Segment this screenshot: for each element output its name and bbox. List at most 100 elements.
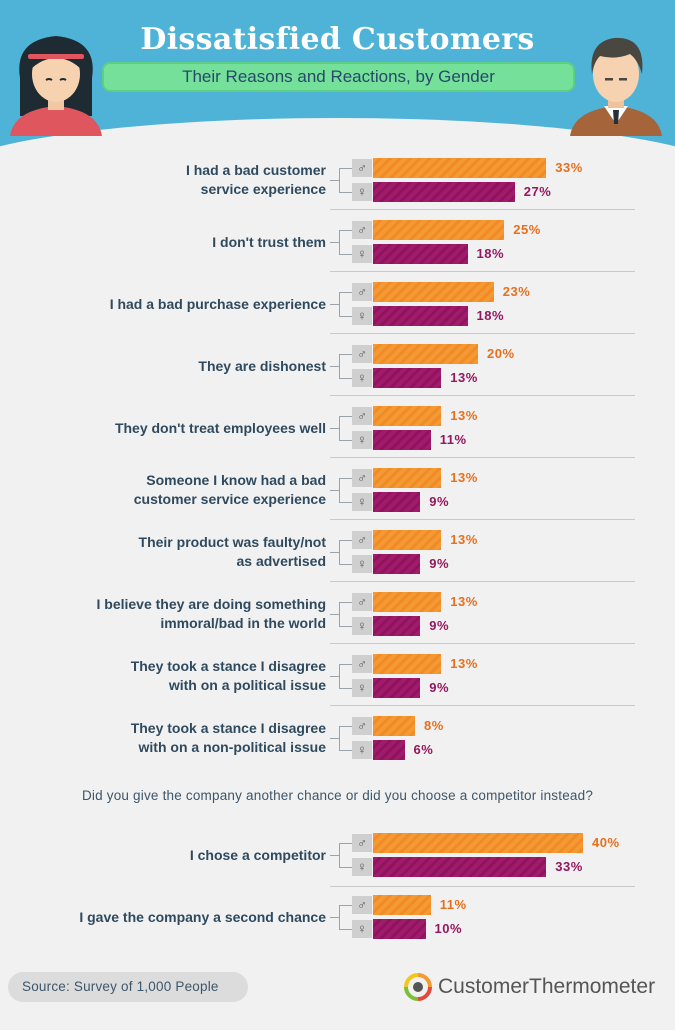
male-value-label: 13% bbox=[450, 470, 478, 485]
female-icon: ♀ bbox=[352, 858, 372, 876]
subtitle-pill: Their Reasons and Reactions, by Gender bbox=[102, 62, 575, 92]
bracket-arm bbox=[339, 843, 352, 844]
row-label: They are dishonest bbox=[20, 357, 326, 376]
bracket-arm bbox=[339, 750, 352, 751]
row-label-line: immoral/bad in the world bbox=[160, 615, 326, 631]
page-title: Dissatisfied Customers bbox=[140, 22, 535, 57]
male-value-label: 13% bbox=[450, 656, 478, 671]
male-bar bbox=[373, 592, 442, 612]
female-icon: ♀ bbox=[352, 741, 372, 759]
male-value-label: 8% bbox=[424, 718, 444, 733]
row-label-line: I had a bad customer bbox=[185, 162, 326, 178]
brand-name-part1: Customer bbox=[438, 975, 530, 998]
bracket-line bbox=[339, 354, 340, 378]
row-label-line: customer service experience bbox=[133, 491, 326, 507]
male-value-label: 23% bbox=[502, 284, 531, 299]
female-value-label: 11% bbox=[439, 432, 467, 447]
male-icon: ♂ bbox=[352, 345, 372, 363]
row-label-line: They took a stance I disagree bbox=[130, 658, 326, 674]
bracket-arm bbox=[339, 905, 352, 906]
row-label-line: They don't treat employees well bbox=[114, 419, 326, 436]
male-bar bbox=[373, 344, 478, 364]
bracket-stub bbox=[330, 917, 340, 918]
bracket-arm bbox=[339, 688, 352, 689]
bracket-arm bbox=[339, 478, 352, 479]
male-icon: ♂ bbox=[352, 159, 372, 177]
female-value-label: 18% bbox=[476, 246, 505, 261]
male-bar bbox=[373, 833, 583, 853]
bracket-arm bbox=[339, 726, 352, 727]
male-icon: ♂ bbox=[352, 469, 372, 487]
row-label: They took a stance I disagree with on a n… bbox=[20, 719, 326, 757]
row-divider bbox=[330, 209, 635, 210]
female-bar bbox=[373, 492, 421, 512]
row-label-line: I chose a competitor bbox=[189, 846, 326, 863]
row-label-line: I don't trust them bbox=[212, 233, 326, 250]
brand-name-part2: Thermometer bbox=[529, 975, 656, 998]
bracket-stub bbox=[330, 242, 340, 243]
male-bar bbox=[373, 716, 415, 736]
female-icon: ♀ bbox=[352, 679, 372, 697]
bracket-stub bbox=[330, 304, 340, 305]
female-value-label: 6% bbox=[413, 742, 434, 757]
male-icon: ♂ bbox=[352, 283, 372, 301]
bracket-arm bbox=[339, 354, 352, 355]
row-label-line: with on a non-political issue bbox=[138, 739, 326, 755]
row-label-line: I gave the company a second chance bbox=[79, 908, 326, 925]
female-bar bbox=[373, 678, 421, 698]
male-avatar-icon bbox=[570, 37, 662, 136]
female-bar bbox=[373, 740, 405, 760]
bracket-arm bbox=[339, 626, 352, 627]
bracket-line bbox=[339, 168, 340, 192]
bracket-stub bbox=[330, 428, 340, 429]
bracket-stub bbox=[330, 855, 340, 856]
row-label: Someone I know had a bad customer service… bbox=[20, 471, 326, 509]
row-divider bbox=[330, 886, 635, 887]
female-icon: ♀ bbox=[352, 369, 372, 387]
bracket-arm bbox=[339, 316, 352, 317]
bracket-arm bbox=[339, 664, 352, 665]
bracket-arm bbox=[339, 502, 352, 503]
female-value-label: 13% bbox=[450, 370, 478, 385]
source-pill: Source: Survey of 1,000 People bbox=[8, 972, 248, 1002]
thermometer-logo-icon bbox=[404, 973, 432, 1001]
bracket-stub bbox=[330, 180, 340, 181]
male-bar bbox=[373, 406, 442, 426]
bracket-line bbox=[339, 416, 340, 440]
bracket-stub bbox=[330, 552, 340, 553]
row-label-line: They are dishonest bbox=[198, 357, 326, 374]
bracket-arm bbox=[339, 602, 352, 603]
row-label: Their product was faulty/not as advertise… bbox=[20, 533, 326, 571]
female-icon: ♀ bbox=[352, 920, 372, 938]
row-divider bbox=[330, 705, 635, 706]
male-value-label: 13% bbox=[450, 532, 478, 547]
row-label-line: They took a stance I disagree bbox=[130, 720, 326, 736]
female-bar bbox=[373, 430, 431, 450]
male-bar bbox=[373, 468, 442, 488]
female-bar bbox=[373, 182, 515, 202]
female-bar bbox=[373, 919, 426, 939]
female-value-label: 18% bbox=[476, 308, 505, 323]
bracket-line bbox=[339, 843, 340, 867]
bracket-line bbox=[339, 478, 340, 502]
female-bar bbox=[373, 306, 468, 326]
bracket-arm bbox=[339, 230, 352, 231]
male-value-label: 13% bbox=[450, 594, 478, 609]
bracket-arm bbox=[339, 416, 352, 417]
male-icon: ♂ bbox=[352, 834, 372, 852]
bracket-arm bbox=[339, 867, 352, 868]
male-icon: ♂ bbox=[352, 655, 372, 673]
male-value-label: 25% bbox=[513, 222, 541, 237]
male-bar bbox=[373, 220, 505, 240]
female-icon: ♀ bbox=[352, 431, 372, 449]
page-subtitle: Their Reasons and Reactions, by Gender bbox=[182, 67, 495, 86]
row-label: I gave the company a second chance bbox=[20, 908, 326, 927]
row-label: They took a stance I disagree with on a p… bbox=[20, 657, 326, 695]
female-icon: ♀ bbox=[352, 307, 372, 325]
bracket-arm bbox=[339, 440, 352, 441]
row-label: I believe they are doing something immora… bbox=[20, 595, 327, 633]
female-bar bbox=[373, 554, 421, 574]
male-icon: ♂ bbox=[352, 531, 372, 549]
female-value-label: 10% bbox=[434, 921, 463, 936]
male-bar bbox=[373, 158, 547, 178]
